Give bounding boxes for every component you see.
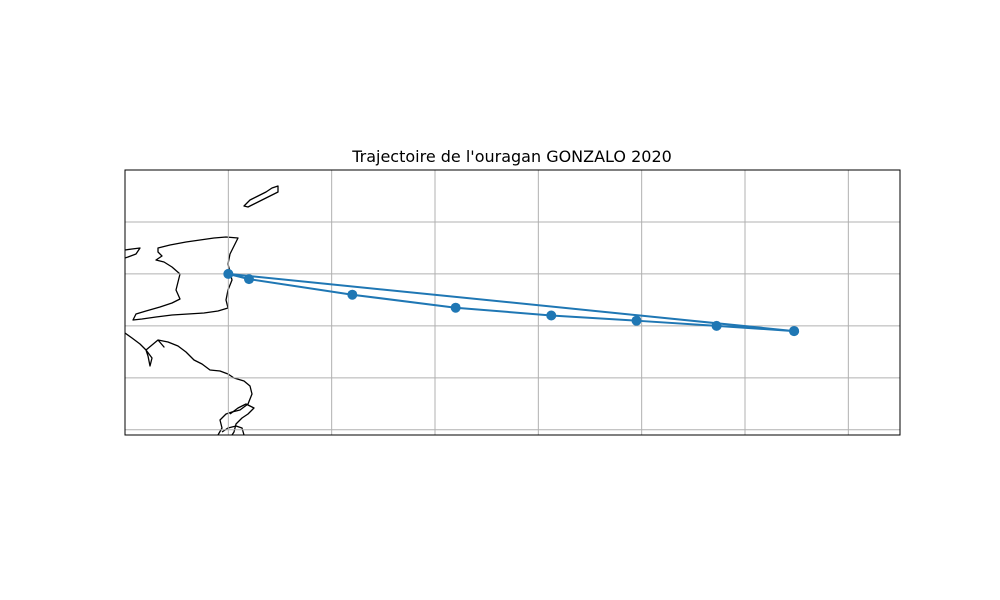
hurricane-track — [223, 268, 800, 337]
map-frame — [124, 169, 901, 436]
map-area — [125, 170, 900, 435]
gridlines — [125, 170, 900, 435]
chart-title: Trajectoire de l'ouragan GONZALO 2020 — [351, 147, 672, 166]
track-point — [546, 310, 557, 321]
tobago-coastline — [243, 185, 279, 208]
track-point — [223, 268, 234, 279]
track-point — [789, 326, 800, 337]
venezuela-coastline — [125, 332, 253, 435]
track-point — [347, 289, 358, 300]
trinidad-coastline — [132, 236, 239, 321]
track-point — [244, 274, 254, 285]
track-point — [450, 302, 461, 313]
coastlines — [125, 185, 279, 435]
grenada-coastline — [125, 247, 141, 259]
track-point — [711, 320, 722, 331]
track-line — [227, 272, 795, 333]
track-point — [631, 315, 642, 326]
